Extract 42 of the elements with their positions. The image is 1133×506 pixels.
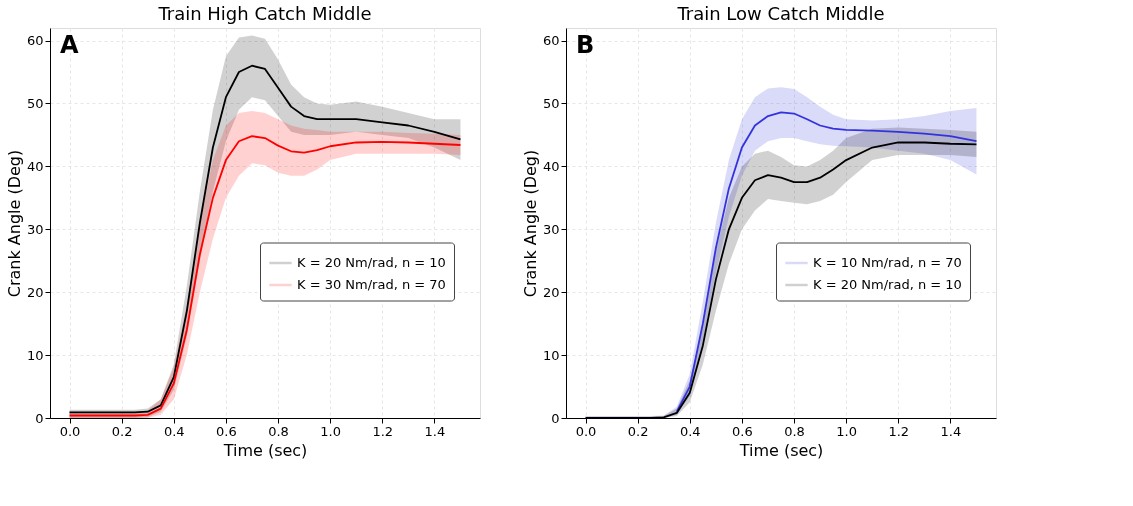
annotation: A xyxy=(60,31,79,59)
y-tick-label: 0 xyxy=(551,410,560,426)
chart-title: Train High Catch Middle xyxy=(157,3,372,24)
y-tick-label: 40 xyxy=(542,158,560,174)
legend-label: K = 30 Nm/rad, n = 70 xyxy=(297,277,446,292)
y-tick-label: 60 xyxy=(542,33,560,49)
y-axis-title: Crank Angle (Deg) xyxy=(520,149,540,298)
y-tick-label: 0 xyxy=(35,410,44,426)
y-tick-label: 20 xyxy=(26,284,44,300)
x-tick-label: 1.2 xyxy=(888,423,910,439)
x-tick-label: 0.4 xyxy=(679,423,701,439)
x-tick-label: 0.8 xyxy=(784,423,805,439)
y-tick-label: 30 xyxy=(542,221,560,237)
x-axis-title: Time (sec) xyxy=(738,440,824,460)
x-tick-label: 1.4 xyxy=(940,423,962,439)
y-axis-title: Crank Angle (Deg) xyxy=(4,149,24,298)
x-tick-label: 1.2 xyxy=(372,423,394,439)
legend-label: K = 20 Nm/rad, n = 10 xyxy=(297,255,446,270)
y-tick-label: 50 xyxy=(26,95,44,111)
legend-label: K = 10 Nm/rad, n = 70 xyxy=(813,255,962,270)
y-tick-label: 50 xyxy=(542,95,560,111)
x-tick-label: 1.0 xyxy=(320,423,341,439)
y-tick-label: 10 xyxy=(542,347,560,363)
x-tick-label: 0.6 xyxy=(216,423,237,439)
annotation: B xyxy=(576,31,595,59)
x-tick-label: 0.0 xyxy=(575,423,597,439)
x-tick-label: 0.8 xyxy=(268,423,289,439)
x-tick-label: 0.4 xyxy=(163,423,185,439)
x-axis-title: Time (sec) xyxy=(222,440,308,460)
y-tick-label: 30 xyxy=(26,221,44,237)
x-tick-label: 0.6 xyxy=(732,423,753,439)
x-tick-label: 0.2 xyxy=(111,423,133,439)
y-tick-label: 60 xyxy=(26,33,44,49)
legend-label: K = 20 Nm/rad, n = 10 xyxy=(813,277,962,292)
y-tick-label: 10 xyxy=(26,347,44,363)
y-tick-label: 40 xyxy=(26,158,44,174)
chart-title: Train Low Catch Middle xyxy=(676,3,885,24)
y-tick-label: 20 xyxy=(542,284,560,300)
x-tick-label: 1.4 xyxy=(424,423,446,439)
x-tick-label: 0.2 xyxy=(627,423,649,439)
x-tick-label: 1.0 xyxy=(836,423,857,439)
x-tick-label: 0.0 xyxy=(59,423,81,439)
